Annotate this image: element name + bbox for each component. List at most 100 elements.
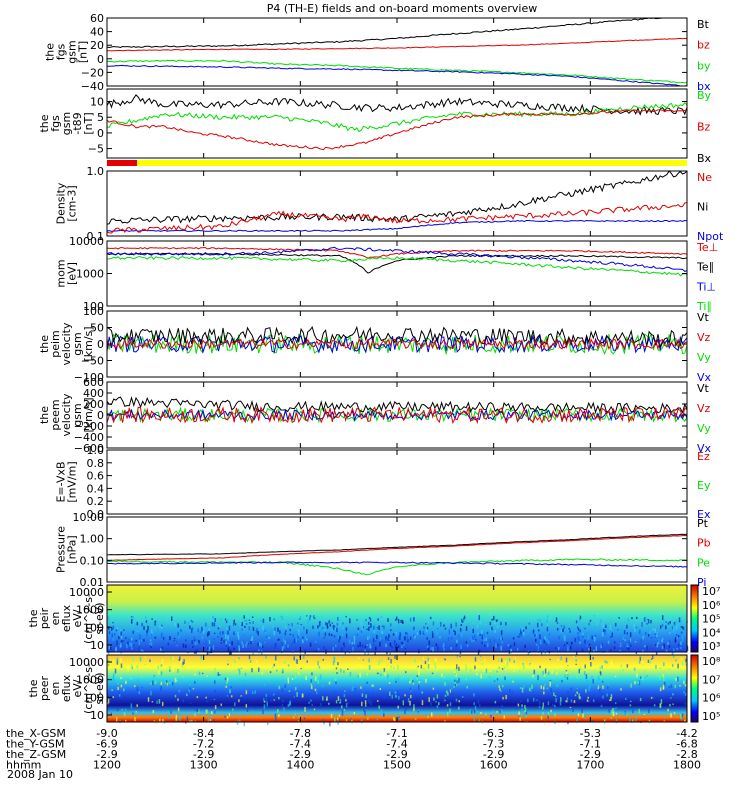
temperature-frame [106, 240, 688, 307]
panels-layer: 6040200−20−40Btbzbybxthefgsgsm[nT]1050−5… [27, 12, 724, 727]
peer-spectrogram-pixel [387, 657, 390, 660]
peir-spectrogram-pixel [281, 616, 284, 621]
peer-spectrogram-pixel [557, 683, 559, 688]
peer-spectrogram-pixel [427, 657, 430, 662]
peir-spectrogram-pixel [331, 622, 333, 624]
peer-spectrogram-pixel [409, 687, 411, 690]
peer-spectrogram-pixel [422, 694, 425, 696]
peer-spectrogram-pixel [181, 664, 183, 668]
peir-spectrogram-pixel [297, 622, 299, 625]
peer-spectrogram-pixel [425, 712, 427, 716]
peer-spectrogram-pixel [339, 698, 342, 704]
peer-spectrogram-pixel [241, 664, 244, 669]
x-axis-row-value: -2.9 [386, 748, 407, 761]
peir-spectrogram-pixel [567, 642, 570, 647]
peer-spectrogram-pixel [542, 706, 544, 710]
peer-spectrogram-pixel [475, 655, 478, 658]
peir-spectrogram-pixel [194, 640, 197, 646]
peer-spectrogram-pixel [551, 670, 553, 674]
peir-spectrogram-pixel [385, 637, 387, 643]
peer-spectrogram-pixel [435, 666, 437, 669]
peir-spectrogram-pixel [497, 637, 499, 640]
peir-spectrogram-pixel [455, 622, 457, 627]
peer-spectrogram-pixel [121, 709, 123, 711]
peir-spectrogram-pixel [223, 640, 225, 644]
peir-spectrogram-pixel [431, 631, 434, 633]
peer-spectrogram-pixel [120, 663, 123, 668]
peer-spectrogram-pixel [597, 686, 600, 690]
peir-spectrogram-pixel [546, 619, 548, 624]
esa-velocity-2-legend-entry: Vz [697, 402, 711, 415]
peer-spectrogram-pixel [604, 660, 607, 664]
peer-spectrogram-pixel [500, 709, 503, 713]
peir-spectrogram-pixel [381, 632, 384, 634]
peer-spectrogram-pixel [341, 656, 344, 659]
peer-spectrogram-pixel [236, 720, 239, 725]
peir-spectrogram-pixel [651, 628, 654, 632]
peer-spectrogram-pixel [607, 683, 610, 686]
peir-spectrogram-pixel [257, 631, 259, 636]
peir-spectrogram-pixel [279, 630, 281, 634]
peir-spectrogram-pixel [677, 635, 680, 638]
esa-velocity-2-panel: 6004002000−200−400−600VtVzVyVxthepeemvel… [38, 376, 712, 455]
peir-spectrogram-pixel [220, 618, 222, 621]
peir-spectrogram-pixel [283, 620, 285, 624]
peir-spectrogram-colorbar-frame [690, 584, 699, 653]
peer-spectrogram-pixel [506, 657, 509, 661]
peer-spectrogram-pixel [211, 711, 213, 715]
peer-spectrogram-pixel [351, 687, 354, 692]
peir-spectrogram-pixel [525, 626, 527, 630]
peer-spectrogram-pixel [112, 673, 115, 677]
peer-spectrogram-pixel [131, 664, 133, 668]
peer-spectrogram-pixel [147, 697, 150, 702]
peer-spectrogram-pixel [107, 664, 110, 667]
peir-spectrogram-pixel [518, 630, 521, 633]
peer-spectrogram-pixel [195, 709, 198, 712]
peir-spectrogram-pixel [500, 620, 502, 623]
peer-spectrogram-pixel [418, 669, 420, 675]
peer-spectrogram-pixel [194, 680, 196, 684]
peir-spectrogram-pixel [323, 646, 325, 649]
density-y-tick-label: 1.0 [87, 165, 105, 178]
peir-spectrogram-pixel [520, 625, 522, 631]
density-legend-entry: Ni [697, 201, 708, 214]
peer-spectrogram-pixel [556, 672, 558, 675]
peir-spectrogram-pixel [588, 622, 590, 626]
peer-spectrogram-pixel [554, 713, 556, 717]
peir-spectrogram-pixel [317, 648, 320, 651]
peer-spectrogram-pixel [550, 709, 552, 713]
peer-spectrogram-pixel [413, 704, 415, 709]
peer-spectrogram-pixel [576, 687, 579, 690]
peir-spectrogram-pixel [191, 640, 193, 645]
peer-spectrogram-pixel [343, 709, 346, 711]
peir-spectrogram-pixel [190, 619, 193, 622]
peer-spectrogram-pixel [629, 704, 632, 707]
peir-spectrogram-pixel [123, 629, 125, 631]
date-label: 2008 Jan 10 [7, 768, 73, 781]
peer-spectrogram-colorbar-tick: 10⁵ [702, 710, 720, 723]
peer-spectrogram-pixel [369, 711, 371, 716]
peer-spectrogram-pixel [382, 669, 384, 671]
peir-spectrogram-pixel [519, 633, 521, 635]
peer-spectrogram-pixel [161, 658, 164, 664]
peer-spectrogram-pixel [131, 666, 134, 670]
figure-title: P4 (TH-E) fields and on-board moments ov… [267, 2, 538, 15]
peir-spectrogram-pixel [535, 632, 538, 637]
peir-spectrogram-pixel [326, 623, 329, 628]
peir-spectrogram-pixel [287, 620, 290, 624]
peir-spectrogram-pixel [109, 628, 111, 630]
peir-spectrogram-pixel [413, 617, 415, 622]
peir-spectrogram-pixel [426, 626, 429, 630]
peer-spectrogram-pixel [266, 701, 269, 707]
peir-spectrogram-pixel [282, 645, 285, 649]
peer-spectrogram-pixel [182, 673, 185, 678]
peer-spectrogram-pixel [132, 712, 134, 715]
peer-spectrogram-pixel [186, 692, 188, 694]
peer-spectrogram-pixel [458, 700, 460, 703]
peir-spectrogram-pixel [442, 644, 445, 648]
peir-spectrogram-pixel [297, 629, 300, 631]
peir-spectrogram-pixel [500, 635, 503, 638]
peir-spectrogram-pixel [136, 630, 139, 632]
peir-spectrogram-pixel [661, 623, 664, 627]
peer-spectrogram-pixel [520, 687, 522, 689]
